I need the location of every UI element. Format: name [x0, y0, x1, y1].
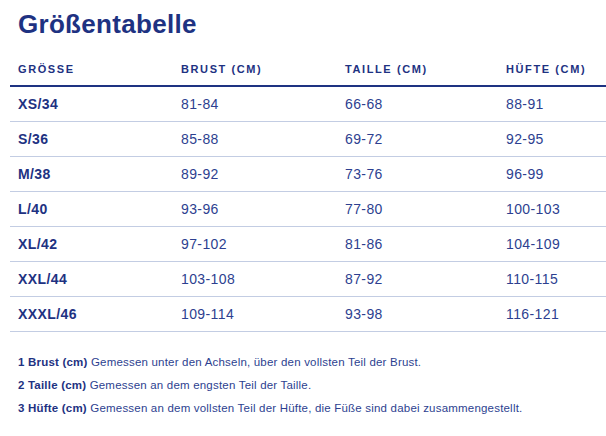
- column-header-brust: BRUST (CM): [181, 53, 345, 86]
- huefte-value: 104-109: [506, 226, 606, 261]
- table-row: XXXL/46 109-114 93-98 116-121: [10, 296, 606, 331]
- huefte-value: 88-91: [506, 86, 606, 121]
- footnote-huefte: 3 Hüfte (cm) Gemessen an dem vollsten Te…: [18, 401, 606, 415]
- table-header-row: GRÖSSE BRUST (CM) TAILLE (CM) HÜFTE (CM): [10, 53, 606, 86]
- footnote-taille: 2 Taille (cm) Gemessen an dem engsten Te…: [18, 378, 606, 392]
- size-label: S/36: [10, 121, 181, 156]
- column-header-huefte: HÜFTE (CM): [506, 53, 606, 86]
- size-label: XS/34: [10, 86, 181, 121]
- footnote-brust-text: Gemessen unter den Achseln, über den vol…: [91, 356, 421, 368]
- size-chart-page: Größentabelle GRÖSSE BRUST (CM) TAILLE (…: [0, 0, 606, 436]
- huefte-value: 96-99: [506, 156, 606, 191]
- footnotes: 1 Brust (cm) Gemessen unter den Achseln,…: [18, 355, 606, 416]
- footnote-taille-label: 2 Taille (cm): [18, 379, 86, 391]
- taille-value: 93-98: [345, 296, 506, 331]
- taille-value: 81-86: [345, 226, 506, 261]
- column-header-groesse: GRÖSSE: [10, 53, 181, 86]
- table-row: M/38 89-92 73-76 96-99: [10, 156, 606, 191]
- huefte-value: 100-103: [506, 191, 606, 226]
- huefte-value: 92-95: [506, 121, 606, 156]
- footnote-taille-text: Gemessen an dem engsten Teil der Taille.: [90, 379, 312, 391]
- brust-value: 109-114: [181, 296, 345, 331]
- page-title: Größentabelle: [18, 9, 606, 40]
- taille-value: 77-80: [345, 191, 506, 226]
- taille-value: 66-68: [345, 86, 506, 121]
- table-row: XL/42 97-102 81-86 104-109: [10, 226, 606, 261]
- size-label: M/38: [10, 156, 181, 191]
- taille-value: 73-76: [345, 156, 506, 191]
- brust-value: 93-96: [181, 191, 345, 226]
- brust-value: 89-92: [181, 156, 345, 191]
- taille-value: 87-92: [345, 261, 506, 296]
- table-row: S/36 85-88 69-72 92-95: [10, 121, 606, 156]
- table-row: XXL/44 103-108 87-92 110-115: [10, 261, 606, 296]
- table-row: L/40 93-96 77-80 100-103: [10, 191, 606, 226]
- brust-value: 85-88: [181, 121, 345, 156]
- brust-value: 103-108: [181, 261, 345, 296]
- footnote-huefte-label: 3 Hüfte (cm): [18, 402, 87, 414]
- brust-value: 81-84: [181, 86, 345, 121]
- size-label: XXXL/46: [10, 296, 181, 331]
- table-row: XS/34 81-84 66-68 88-91: [10, 86, 606, 121]
- huefte-value: 110-115: [506, 261, 606, 296]
- footnote-brust-label: 1 Brust (cm): [18, 356, 88, 368]
- size-label: XXL/44: [10, 261, 181, 296]
- taille-value: 69-72: [345, 121, 506, 156]
- size-label: L/40: [10, 191, 181, 226]
- size-table: GRÖSSE BRUST (CM) TAILLE (CM) HÜFTE (CM)…: [10, 53, 606, 332]
- footnote-brust: 1 Brust (cm) Gemessen unter den Achseln,…: [18, 355, 606, 369]
- footnote-huefte-text: Gemessen an dem vollsten Teil der Hüfte,…: [90, 402, 522, 414]
- huefte-value: 116-121: [506, 296, 606, 331]
- brust-value: 97-102: [181, 226, 345, 261]
- size-label: XL/42: [10, 226, 181, 261]
- column-header-taille: TAILLE (CM): [345, 53, 506, 86]
